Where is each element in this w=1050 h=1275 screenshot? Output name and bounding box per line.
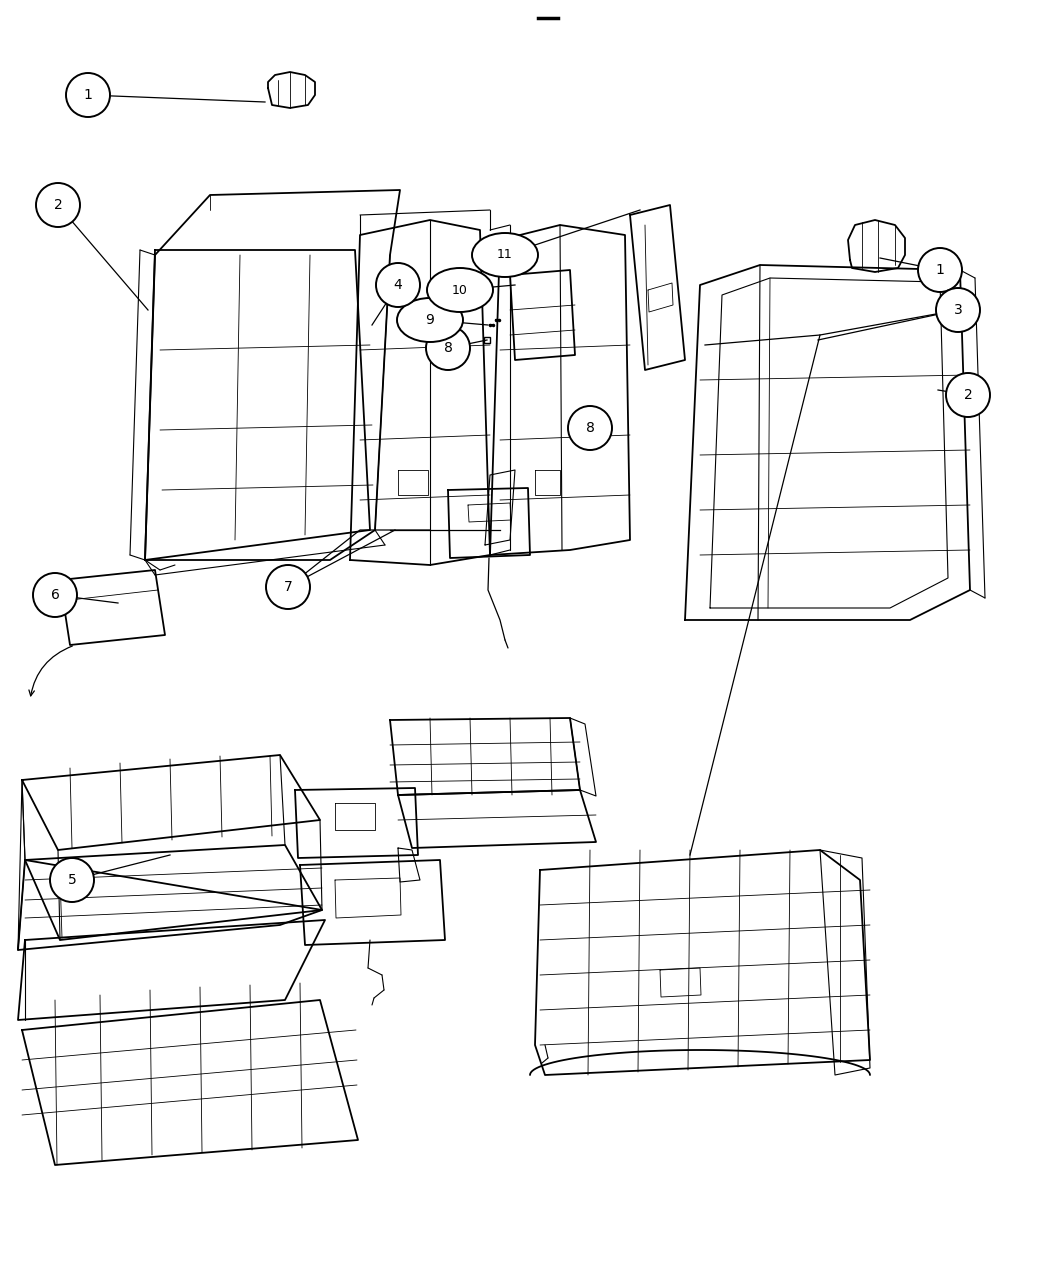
Circle shape bbox=[50, 858, 94, 901]
Circle shape bbox=[946, 374, 990, 417]
Circle shape bbox=[266, 565, 310, 609]
Text: 8: 8 bbox=[586, 421, 594, 435]
Text: 1: 1 bbox=[84, 88, 92, 102]
Text: 4: 4 bbox=[394, 278, 402, 292]
Circle shape bbox=[918, 249, 962, 292]
Text: 5: 5 bbox=[67, 873, 77, 887]
Text: 6: 6 bbox=[50, 588, 60, 602]
Circle shape bbox=[66, 73, 110, 117]
Text: 8: 8 bbox=[443, 340, 453, 354]
Circle shape bbox=[936, 288, 980, 332]
Text: 7: 7 bbox=[284, 580, 292, 594]
Text: 1: 1 bbox=[936, 263, 944, 277]
Circle shape bbox=[33, 572, 77, 617]
Ellipse shape bbox=[427, 268, 494, 312]
Text: 3: 3 bbox=[953, 303, 963, 317]
Text: 2: 2 bbox=[964, 388, 972, 402]
Text: 10: 10 bbox=[453, 283, 468, 297]
Circle shape bbox=[426, 326, 470, 370]
Ellipse shape bbox=[397, 298, 463, 342]
Text: 11: 11 bbox=[497, 249, 512, 261]
Circle shape bbox=[36, 184, 80, 227]
Ellipse shape bbox=[472, 233, 538, 277]
Circle shape bbox=[376, 263, 420, 307]
Text: 2: 2 bbox=[54, 198, 62, 212]
Circle shape bbox=[568, 405, 612, 450]
Text: 9: 9 bbox=[425, 312, 435, 326]
